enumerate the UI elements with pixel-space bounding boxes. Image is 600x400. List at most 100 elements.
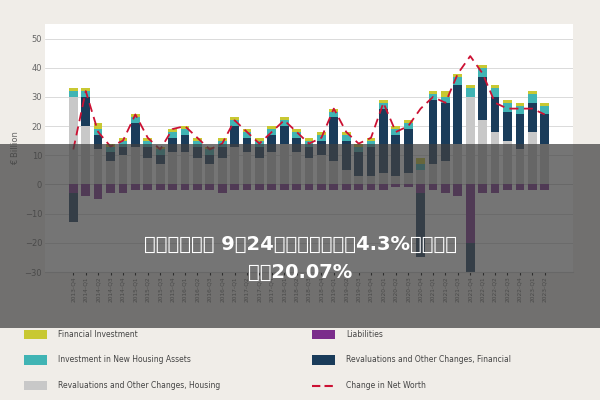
- Bar: [329, 117, 338, 161]
- Bar: [311, 355, 335, 365]
- Bar: [23, 330, 47, 339]
- Bar: [441, 97, 450, 103]
- Bar: [329, 112, 338, 117]
- Bar: [528, 184, 536, 190]
- Bar: [106, 184, 115, 193]
- Bar: [143, 146, 152, 158]
- Bar: [379, 109, 388, 173]
- Bar: [143, 184, 152, 190]
- Bar: [94, 129, 103, 135]
- Bar: [416, 170, 425, 184]
- Bar: [317, 155, 326, 184]
- Bar: [305, 146, 313, 158]
- Bar: [311, 330, 335, 339]
- Bar: [69, 88, 77, 91]
- Bar: [342, 135, 350, 141]
- Bar: [454, 76, 462, 85]
- Bar: [106, 144, 115, 146]
- Bar: [131, 123, 140, 146]
- Bar: [205, 164, 214, 184]
- Bar: [230, 117, 239, 120]
- Bar: [404, 120, 413, 123]
- Bar: [317, 132, 326, 135]
- Bar: [131, 114, 140, 117]
- Bar: [404, 129, 413, 173]
- Bar: [515, 103, 524, 106]
- Bar: [466, 97, 475, 184]
- Bar: [466, 243, 475, 286]
- Bar: [280, 117, 289, 120]
- Bar: [379, 184, 388, 190]
- Bar: [404, 173, 413, 184]
- Bar: [391, 184, 400, 187]
- Bar: [416, 184, 425, 193]
- Bar: [491, 88, 499, 97]
- Bar: [205, 184, 214, 190]
- Bar: [131, 184, 140, 190]
- Bar: [255, 184, 264, 190]
- Bar: [441, 184, 450, 193]
- Bar: [367, 184, 376, 190]
- Bar: [94, 184, 103, 199]
- Bar: [280, 120, 289, 126]
- Bar: [404, 123, 413, 129]
- Bar: [106, 152, 115, 161]
- Bar: [268, 129, 276, 135]
- Bar: [416, 158, 425, 164]
- Bar: [193, 138, 202, 141]
- Bar: [255, 158, 264, 184]
- Bar: [292, 132, 301, 138]
- Bar: [379, 100, 388, 103]
- Bar: [268, 184, 276, 190]
- Bar: [515, 114, 524, 150]
- Bar: [478, 65, 487, 68]
- Bar: [119, 138, 127, 141]
- Bar: [218, 138, 227, 141]
- Bar: [528, 94, 536, 103]
- Bar: [205, 146, 214, 150]
- Bar: [268, 135, 276, 152]
- Text: Revaluations and Other Changes, Financial: Revaluations and Other Changes, Financia…: [346, 356, 511, 364]
- Bar: [441, 161, 450, 184]
- Bar: [119, 146, 127, 155]
- Bar: [230, 120, 239, 126]
- Bar: [181, 126, 190, 129]
- Bar: [82, 126, 90, 184]
- Bar: [541, 103, 549, 106]
- Bar: [143, 138, 152, 141]
- Bar: [181, 184, 190, 190]
- Bar: [230, 184, 239, 190]
- Bar: [354, 146, 363, 152]
- Bar: [255, 141, 264, 146]
- Bar: [391, 176, 400, 184]
- Bar: [466, 85, 475, 88]
- Bar: [491, 132, 499, 184]
- Bar: [292, 129, 301, 132]
- Bar: [230, 126, 239, 146]
- Bar: [305, 184, 313, 190]
- Bar: [541, 106, 549, 114]
- Bar: [205, 150, 214, 155]
- Bar: [391, 135, 400, 176]
- Bar: [367, 176, 376, 184]
- Bar: [441, 103, 450, 161]
- Bar: [428, 100, 437, 164]
- Bar: [454, 74, 462, 76]
- Bar: [515, 150, 524, 184]
- Bar: [428, 94, 437, 100]
- Bar: [404, 184, 413, 187]
- Bar: [391, 126, 400, 129]
- Bar: [242, 132, 251, 138]
- Bar: [466, 184, 475, 243]
- Bar: [82, 88, 90, 91]
- Bar: [280, 184, 289, 190]
- Bar: [491, 184, 499, 193]
- Bar: [379, 173, 388, 184]
- Bar: [255, 138, 264, 141]
- Text: Liabilities: Liabilities: [346, 330, 383, 339]
- Bar: [454, 144, 462, 184]
- Bar: [491, 85, 499, 88]
- Bar: [280, 144, 289, 184]
- Bar: [441, 91, 450, 97]
- Text: Investment in New Housing Assets: Investment in New Housing Assets: [58, 356, 191, 364]
